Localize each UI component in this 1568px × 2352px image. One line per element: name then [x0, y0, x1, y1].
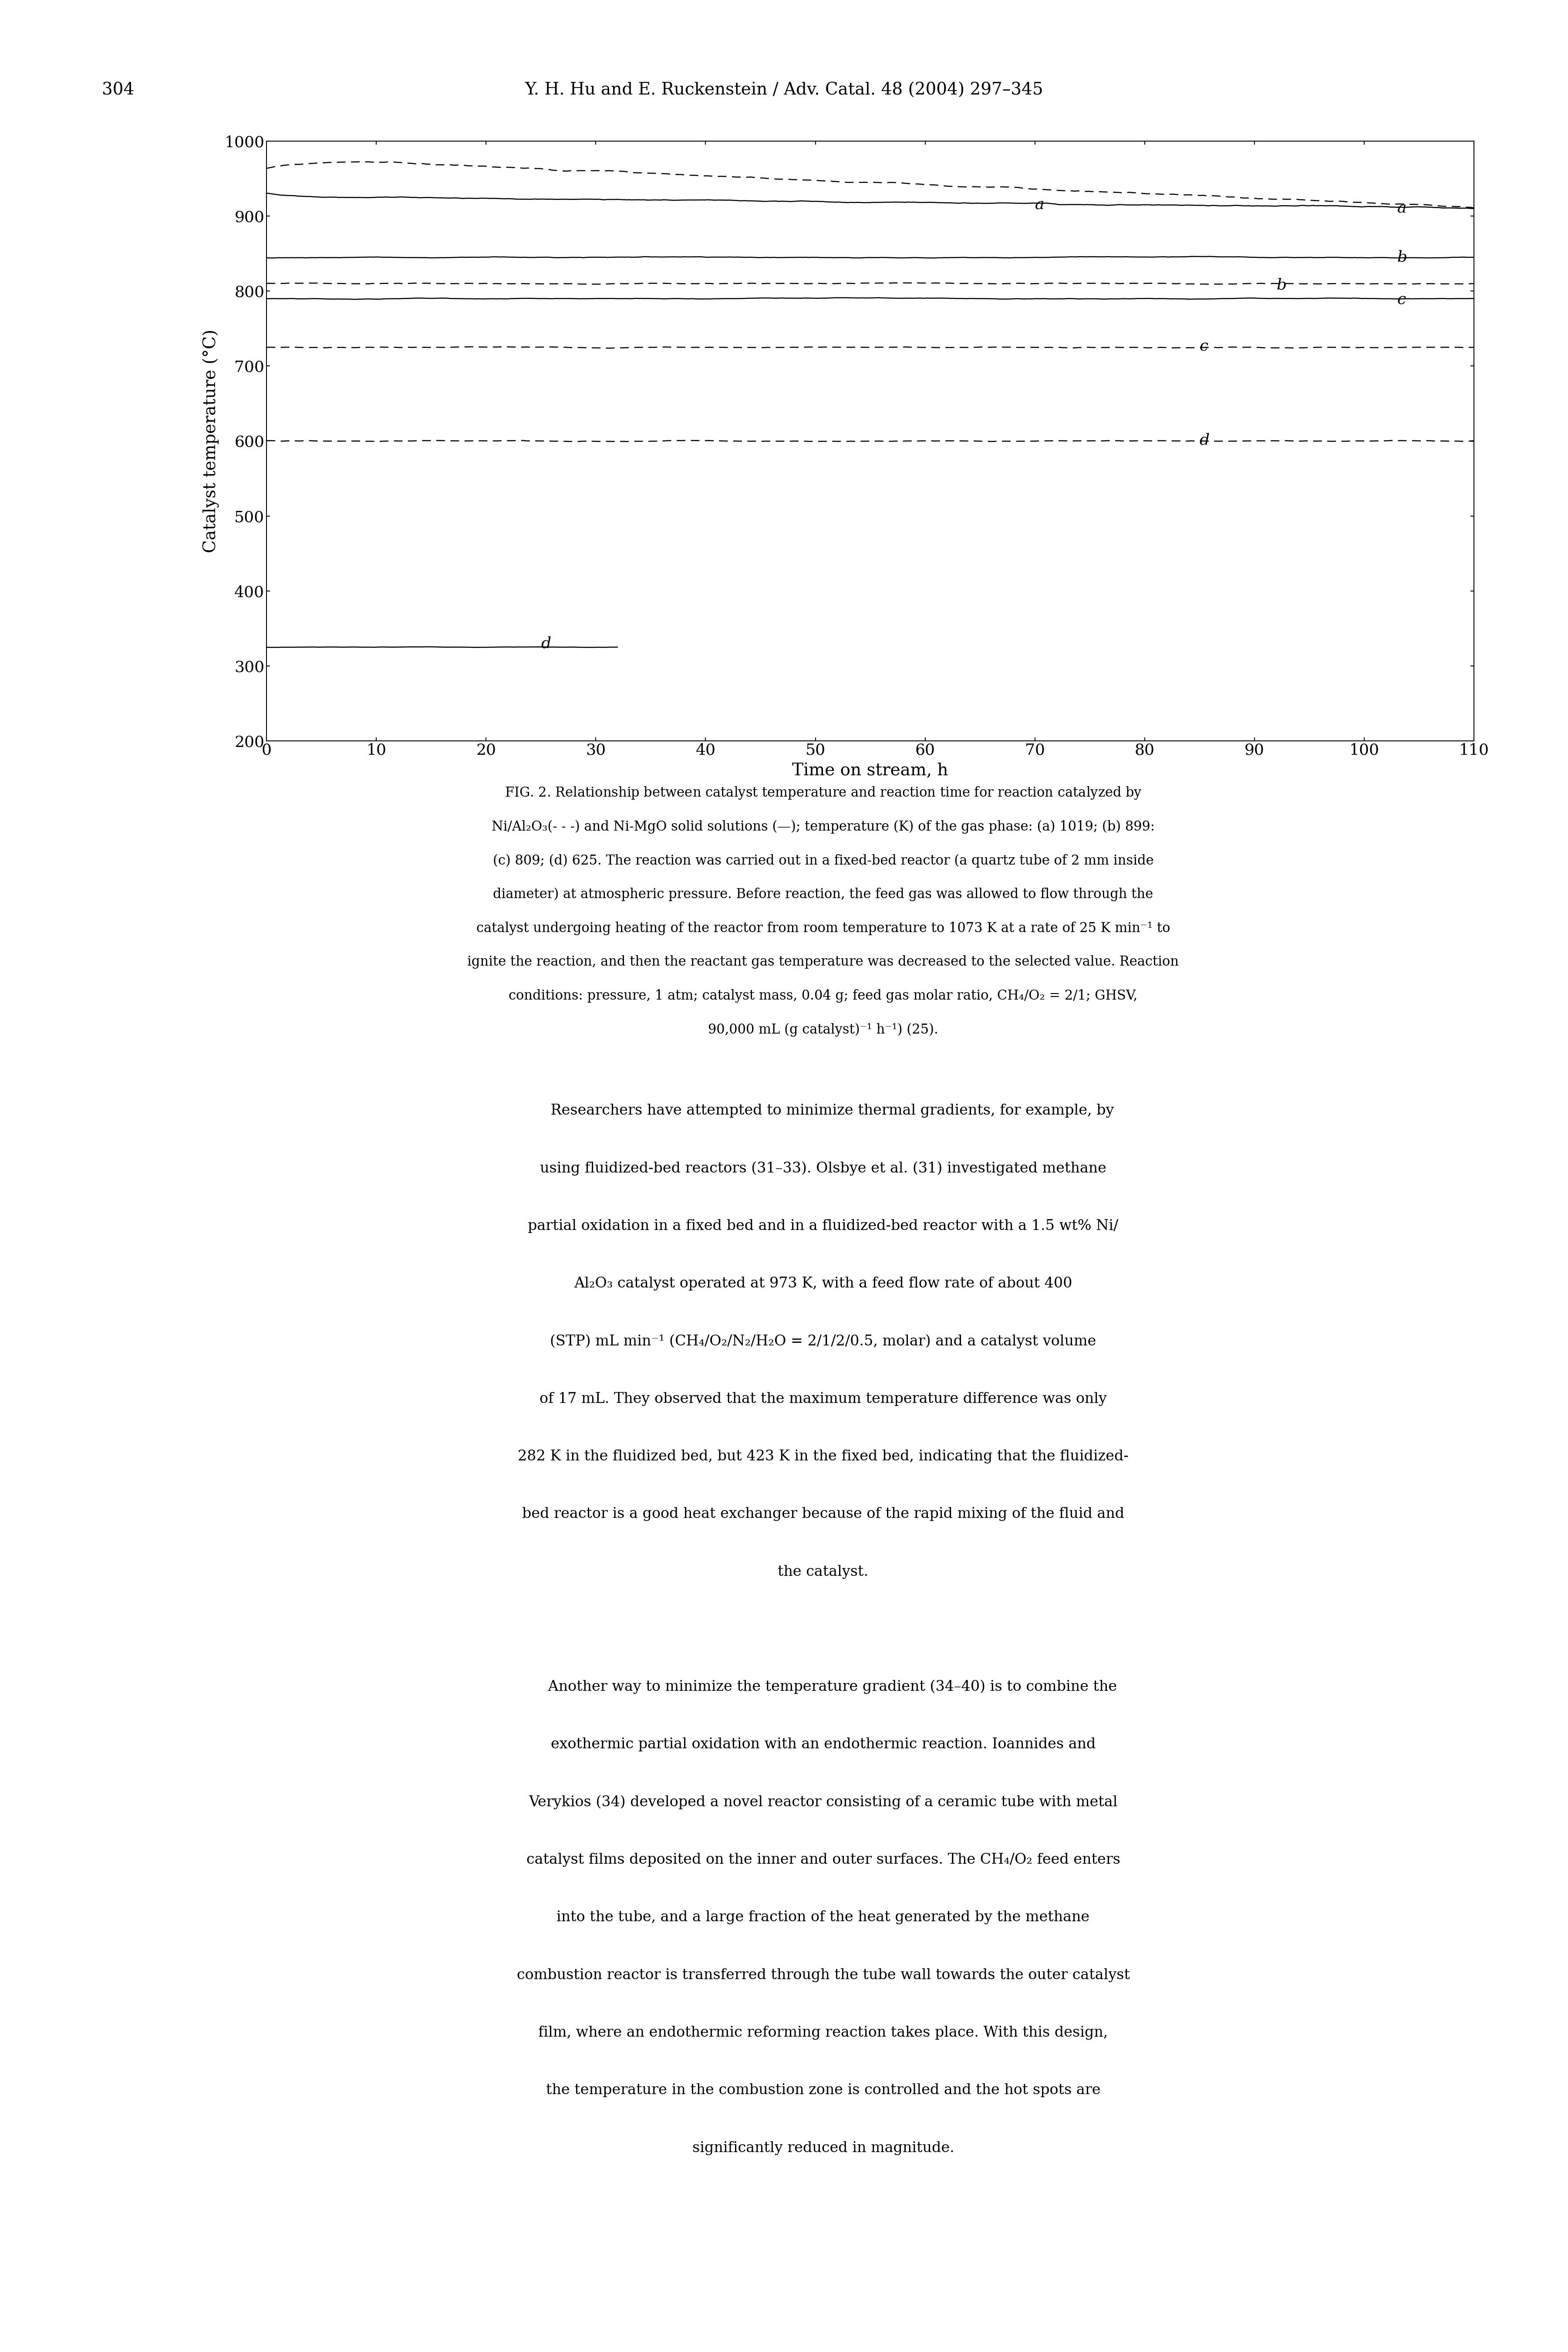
- Text: diameter) at atmospheric pressure. Before reaction, the feed gas was allowed to : diameter) at atmospheric pressure. Befor…: [492, 887, 1154, 901]
- Text: film, where an endothermic reforming reaction takes place. With this design,: film, where an endothermic reforming rea…: [538, 2025, 1109, 2039]
- Text: (STP) mL min⁻¹ (CH₄/O₂/N₂/H₂O = 2/1/2/0.5, molar) and a catalyst volume: (STP) mL min⁻¹ (CH₄/O₂/N₂/H₂O = 2/1/2/0.…: [550, 1334, 1096, 1348]
- Text: of 17 mL. They observed that the maximum temperature difference was only: of 17 mL. They observed that the maximum…: [539, 1392, 1107, 1406]
- Text: significantly reduced in magnitude.: significantly reduced in magnitude.: [691, 2140, 955, 2154]
- Text: 304: 304: [102, 82, 135, 99]
- Text: the temperature in the combustion zone is controlled and the hot spots are: the temperature in the combustion zone i…: [546, 2084, 1101, 2098]
- Text: catalyst undergoing heating of the reactor from room temperature to 1073 K at a : catalyst undergoing heating of the react…: [477, 922, 1170, 936]
- Text: catalyst films deposited on the inner and outer surfaces. The CH₄/O₂ feed enters: catalyst films deposited on the inner an…: [527, 1853, 1120, 1867]
- Text: d: d: [1200, 433, 1209, 447]
- Text: Verykios (34) developed a novel reactor consisting of a ceramic tube with metal: Verykios (34) developed a novel reactor …: [528, 1795, 1118, 1809]
- Text: 282 K in the fluidized bed, but 423 K in the fixed bed, indicating that the flui: 282 K in the fluidized bed, but 423 K in…: [517, 1449, 1129, 1463]
- Text: a: a: [1397, 202, 1406, 216]
- Text: d: d: [541, 635, 550, 652]
- Text: exothermic partial oxidation with an endothermic reaction. Ioannides and: exothermic partial oxidation with an end…: [550, 1738, 1096, 1752]
- Text: conditions: pressure, 1 atm; catalyst mass, 0.04 g; feed gas molar ratio, CH₄/O₂: conditions: pressure, 1 atm; catalyst ma…: [508, 990, 1138, 1002]
- Text: c: c: [1397, 292, 1406, 308]
- Text: F$\mathregular{IG}$. 2. Relationship between catalyst temperature and reaction t: F$\mathregular{IG}$. 2. Relationship bet…: [505, 786, 1142, 800]
- Text: b: b: [1276, 278, 1286, 292]
- Text: Y. H. Hu and E. Ruckenstein / Adv. Catal. 48 (2004) 297–345: Y. H. Hu and E. Ruckenstein / Adv. Catal…: [525, 82, 1043, 99]
- Text: (c) 809; (d) 625. The reaction was carried out in a fixed-bed reactor (a quartz : (c) 809; (d) 625. The reaction was carri…: [492, 854, 1154, 868]
- Text: into the tube, and a large fraction of the heat generated by the methane: into the tube, and a large fraction of t…: [557, 1910, 1090, 1924]
- Text: ignite the reaction, and then the reactant gas temperature was decreased to the : ignite the reaction, and then the reacta…: [467, 955, 1179, 969]
- Text: c: c: [1200, 339, 1209, 353]
- Text: combustion reactor is transferred through the tube wall towards the outer cataly: combustion reactor is transferred throug…: [516, 1969, 1131, 1983]
- Text: Ni/Al₂O₃(- - -) and Ni-MgO solid solutions (—); temperature (K) of the gas phase: Ni/Al₂O₃(- - -) and Ni-MgO solid solutio…: [492, 821, 1154, 833]
- X-axis label: Time on stream, h: Time on stream, h: [792, 762, 949, 779]
- Text: bed reactor is a good heat exchanger because of the rapid mixing of the fluid an: bed reactor is a good heat exchanger bec…: [522, 1508, 1124, 1522]
- Text: Another way to minimize the temperature gradient (34–40) is to combine the: Another way to minimize the temperature …: [530, 1679, 1116, 1693]
- Y-axis label: Catalyst temperature (°C): Catalyst temperature (°C): [202, 329, 220, 553]
- Text: Al₂O₃ catalyst operated at 973 K, with a feed flow rate of about 400: Al₂O₃ catalyst operated at 973 K, with a…: [574, 1277, 1073, 1291]
- Text: a: a: [1035, 198, 1044, 212]
- Text: 90,000 mL (g catalyst)⁻¹ h⁻¹) (25).: 90,000 mL (g catalyst)⁻¹ h⁻¹) (25).: [709, 1023, 938, 1037]
- Text: the catalyst.: the catalyst.: [778, 1564, 869, 1578]
- Text: partial oxidation in a fixed bed and in a fluidized-bed reactor with a 1.5 wt% N: partial oxidation in a fixed bed and in …: [528, 1218, 1118, 1232]
- Text: Researchers have attempted to minimize thermal gradients, for example, by: Researchers have attempted to minimize t…: [532, 1103, 1115, 1117]
- Text: b: b: [1397, 249, 1406, 266]
- Text: using fluidized-bed reactors (31–33). Olsbye et al. (31) investigated methane: using fluidized-bed reactors (31–33). Ol…: [539, 1162, 1107, 1176]
